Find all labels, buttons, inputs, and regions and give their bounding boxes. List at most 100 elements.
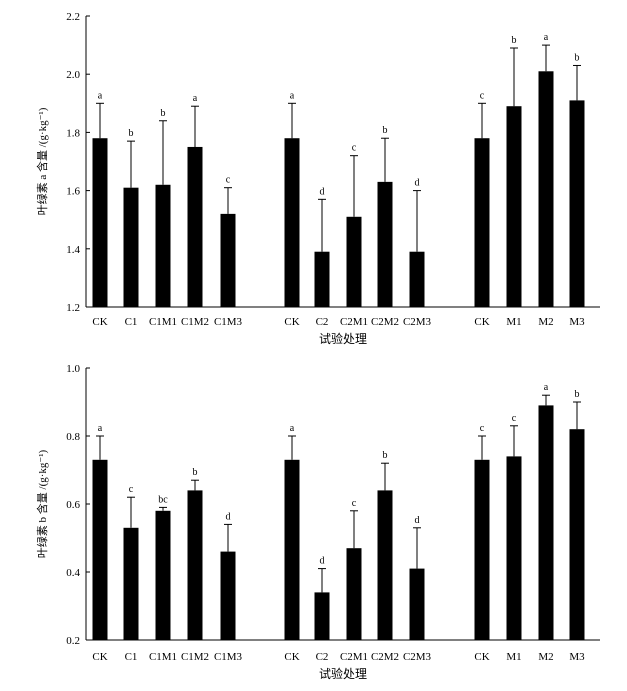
significance-label: b (575, 52, 580, 63)
significance-label: a (544, 382, 549, 393)
x-tick-label: CK (474, 651, 489, 663)
y-tick-label: 1.4 (66, 244, 80, 256)
x-tick-label: C2M2 (371, 651, 399, 663)
bar (187, 490, 203, 640)
bar (538, 71, 554, 307)
x-tick-label: M3 (569, 651, 585, 663)
significance-label: b (575, 389, 580, 400)
x-tick-label: C2M3 (403, 651, 432, 663)
significance-label: a (98, 423, 103, 434)
bar (409, 251, 425, 307)
bar (506, 106, 522, 308)
chart-1: 1.2 1.4 1.6 1.8 2.0 2.2 a CK b C1 b C1M1 a C1M2 c C1M3 a… (35, 11, 600, 346)
bar (284, 138, 300, 307)
bar (346, 548, 362, 640)
significance-label: b (512, 35, 517, 46)
significance-label: a (290, 423, 295, 434)
bar (92, 138, 108, 307)
y-tick-label: 2.0 (66, 69, 80, 81)
bar (187, 146, 203, 307)
significance-label: c (226, 175, 231, 186)
x-tick-label: CK (284, 316, 299, 328)
x-tick-label: C2M1 (340, 316, 368, 328)
bar (92, 459, 108, 640)
x-tick-label: C2M1 (340, 651, 368, 663)
significance-label: a (193, 93, 198, 104)
x-tick-label: C1M2 (181, 316, 209, 328)
y-tick-label: 2.2 (66, 11, 80, 23)
x-axis-label: 试验处理 (319, 331, 367, 346)
x-tick-label: C1 (125, 316, 138, 328)
y-tick-label: 1.2 (66, 302, 80, 314)
bar (220, 213, 236, 307)
significance-label: a (98, 90, 103, 101)
significance-label: d (415, 178, 420, 189)
bar (346, 216, 362, 307)
x-tick-label: C2M3 (403, 316, 432, 328)
x-tick-label: C2M2 (371, 316, 399, 328)
x-tick-label: M3 (569, 316, 585, 328)
significance-label: d (320, 556, 325, 567)
bar (409, 568, 425, 640)
bar (284, 459, 300, 640)
significance-label: b (383, 450, 388, 461)
chart-2: 0.20.40.60.81.0aCKcC1bcC1M1bC1M2dC1M3aCK… (35, 363, 600, 681)
x-tick-label: C1M2 (181, 651, 209, 663)
bar (377, 490, 393, 640)
x-tick-label: C1 (125, 651, 138, 663)
bar (123, 187, 139, 307)
x-tick-label: CK (92, 651, 107, 663)
significance-label: b (193, 467, 198, 478)
y-tick-label: 0.8 (66, 431, 80, 443)
y-axis-label: 叶绿素 b 含量 /(g·kg⁻¹) (35, 449, 49, 558)
significance-label: c (352, 498, 357, 509)
significance-label: a (544, 32, 549, 43)
significance-label: c (480, 90, 485, 101)
bar (314, 251, 330, 307)
significance-label: c (480, 423, 485, 434)
x-tick-label: C1M3 (214, 316, 243, 328)
y-tick-label: 1.6 (66, 186, 80, 198)
y-tick-label: 0.4 (66, 567, 80, 579)
bar (506, 456, 522, 640)
x-tick-label: C1M3 (214, 651, 243, 663)
y-axis-label: 叶绿素 a 含量 /(g·kg⁻¹) (35, 107, 49, 215)
significance-label: b (383, 125, 388, 136)
x-tick-label: M1 (506, 651, 521, 663)
significance-label: b (129, 128, 134, 139)
x-tick-label: C1M1 (149, 316, 177, 328)
bar (474, 459, 490, 640)
x-tick-label: C2 (316, 651, 329, 663)
x-tick-label: M2 (538, 316, 553, 328)
y-tick-label: 1.0 (66, 363, 80, 375)
bar (474, 138, 490, 307)
significance-label: c (512, 413, 517, 424)
bar (569, 100, 585, 307)
significance-label: a (290, 90, 295, 101)
x-tick-label: CK (284, 651, 299, 663)
x-axis-label: 试验处理 (319, 666, 367, 681)
significance-label: c (352, 143, 357, 154)
significance-label: d (226, 511, 231, 522)
x-tick-label: M2 (538, 651, 553, 663)
x-tick-label: C1M1 (149, 651, 177, 663)
bar (538, 405, 554, 640)
bar (377, 181, 393, 307)
significance-label: d (415, 515, 420, 526)
x-tick-label: M1 (506, 316, 521, 328)
significance-label: bc (158, 494, 168, 505)
bar (123, 527, 139, 640)
x-tick-label: C2 (316, 316, 329, 328)
y-tick-label: 0.6 (66, 499, 80, 511)
significance-label: c (129, 484, 134, 495)
bar (569, 429, 585, 640)
x-tick-label: CK (474, 316, 489, 328)
significance-label: b (161, 108, 166, 119)
bar (314, 592, 330, 640)
bar (220, 551, 236, 640)
bar (155, 184, 171, 307)
x-tick-label: CK (92, 316, 107, 328)
y-tick-label: 0.2 (66, 635, 80, 647)
bar (155, 510, 171, 640)
